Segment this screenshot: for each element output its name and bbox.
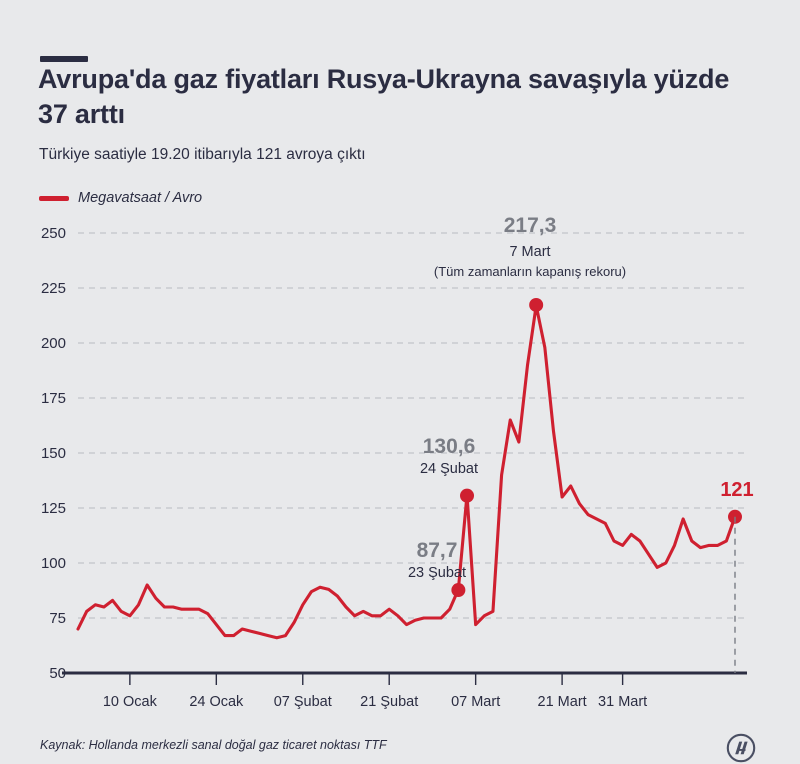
- data-point-marker: [529, 297, 544, 312]
- annotation-date: 24 Şubat: [420, 461, 478, 477]
- series-line-megavatsaat-avro: [76, 304, 737, 640]
- y-axis-tick-label: 125: [41, 500, 66, 517]
- y-axis-tick-label: 75: [49, 610, 66, 627]
- y-axis-tick-label: 175: [41, 390, 66, 407]
- annotation-date: 7 Mart: [509, 244, 550, 260]
- annotation-date: 23 Şubat: [408, 565, 466, 581]
- source-note: Kaynak: Hollanda merkezli sanal doğal ga…: [40, 738, 387, 752]
- x-axis-tick-label: 21 Şubat: [360, 694, 418, 710]
- legend-label: Megavatsaat / Avro: [78, 190, 203, 206]
- data-point-marker: [460, 488, 475, 503]
- page-subtitle: Türkiye saatiyle 19.20 itibarıyla 121 av…: [39, 146, 366, 163]
- data-point-marker: [451, 583, 466, 598]
- y-axis-tick-label: 150: [41, 445, 66, 462]
- y-axis-tick-label: 250: [41, 225, 66, 242]
- y-axis-tick-label: 100: [41, 555, 66, 572]
- line-chart-svg: 50 75 100 125 150 175 200 225 250 10 Ocak 24 Ocak…: [41, 214, 754, 710]
- y-axis-tick-label: 50: [49, 665, 66, 682]
- x-axis-tick-label: 07 Şubat: [274, 694, 332, 710]
- annotation-value: 130,6: [423, 435, 476, 458]
- title-accent-bar: [40, 56, 88, 62]
- y-axis-tick-label: 225: [41, 280, 66, 297]
- chart-x-axis: [62, 671, 747, 685]
- chart-legend: Megavatsaat / Avro: [39, 190, 202, 206]
- page-title: Avrupa'da gaz fiyatları Rusya-Ukrayna sa…: [38, 64, 730, 129]
- chart-gridlines: [78, 232, 747, 619]
- annotation-value: 87,7: [417, 539, 458, 562]
- chart-marker-layer: [451, 297, 742, 598]
- x-axis-tick-label: 10 Ocak: [103, 694, 158, 710]
- chart-y-axis-labels: 50 75 100 125 150 175 200 225 250: [41, 225, 66, 682]
- x-axis-tick-label: 24 Ocak: [189, 694, 244, 710]
- chart-series-layer: [76, 304, 737, 640]
- annotation-last-value: 121: [720, 479, 753, 501]
- annotation-value: 217,3: [504, 214, 557, 237]
- chart-area: 50 75 100 125 150 175 200 225 250 10 Ocak 24 Ocak…: [0, 214, 800, 714]
- chart-x-axis-labels: 10 Ocak 24 Ocak 07 Şubat 21 Şubat 07 Mart 21 …: [103, 694, 647, 710]
- legend-line-swatch: [39, 195, 69, 201]
- annotation-note: (Tüm zamanların kapanış rekoru): [434, 264, 626, 279]
- x-axis-tick-label: 07 Mart: [451, 694, 500, 710]
- x-axis-tick-label: 31 Mart: [598, 694, 647, 710]
- chart-annotation-layer: 87,7 23 Şubat 130,6 24 Şubat 217,3 7 Mart (Tüm…: [408, 214, 754, 673]
- aa-logo-icon: [726, 733, 756, 763]
- x-axis-tick-label: 21 Mart: [538, 694, 587, 710]
- y-axis-tick-label: 200: [41, 335, 66, 352]
